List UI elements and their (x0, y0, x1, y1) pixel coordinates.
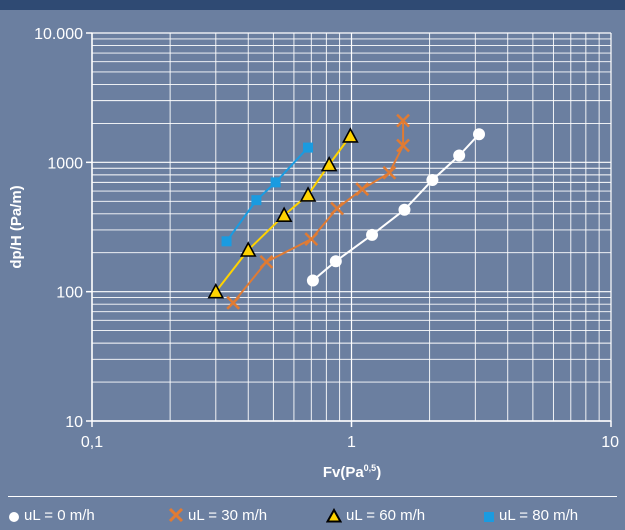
legend-label: uL = 0 m/h (24, 507, 95, 524)
axes: 10 100 1000 10.000 0,1 1 10 (34, 26, 619, 451)
legend-label: uL = 80 m/h (499, 507, 579, 524)
chart-frame: 10 100 1000 10.000 0,1 1 10 Fv(Pa0,5) dp/H (Pa… (0, 10, 625, 490)
data-point (396, 138, 410, 153)
data-point (303, 142, 314, 153)
data-point (239, 241, 257, 257)
series-square (221, 142, 314, 247)
series (207, 113, 486, 310)
data-point (304, 232, 319, 246)
cross-icon (168, 507, 184, 523)
legend-item-ul-30: uL = 30 m/h (168, 505, 267, 527)
legend: uL = 0 m/h uL = 30 m/h uL = 60 m/h uL = … (0, 505, 625, 527)
data-point (453, 149, 466, 162)
data-point (330, 201, 344, 216)
x-axis-title: Fv(Pa0,5) (323, 463, 381, 481)
data-point (221, 236, 232, 247)
y-tick-label: 10 (65, 414, 83, 431)
data-point (426, 174, 439, 187)
labels: Fv(Pa0,5) dp/H (Pa/m) (8, 185, 381, 481)
data-point (207, 282, 225, 299)
data-point (355, 182, 370, 197)
data-point (226, 295, 241, 310)
y-axis-title: dp/H (Pa/m) (8, 185, 25, 268)
series-circle (306, 128, 486, 287)
x-tick-label: 0,1 (81, 434, 103, 451)
data-point (396, 113, 410, 128)
data-point (398, 203, 411, 216)
triangle-icon (325, 507, 343, 523)
legend-item-ul-60: uL = 60 m/h (325, 505, 426, 527)
y-tick-label: 10.000 (34, 26, 83, 43)
data-point (473, 128, 486, 141)
data-point (306, 274, 319, 287)
data-point (299, 186, 317, 202)
legend-item-ul-0: uL = 0 m/h (8, 505, 95, 527)
legend-item-ul-80: uL = 80 m/h (483, 505, 578, 527)
circle-icon (9, 512, 19, 522)
data-point (329, 255, 342, 268)
legend-divider (8, 496, 617, 497)
series-line (232, 120, 405, 304)
legend-label: uL = 60 m/h (346, 507, 426, 524)
series-triangle (207, 127, 359, 299)
data-point (382, 165, 397, 180)
y-tick-label: 100 (56, 285, 83, 302)
data-point (320, 155, 338, 172)
grid (91, 32, 612, 422)
data-point (270, 177, 281, 188)
data-point (366, 228, 379, 241)
data-point (342, 127, 359, 143)
series-x (226, 113, 410, 310)
x-tick-label: 10 (601, 434, 619, 451)
y-tick-label: 1000 (47, 155, 83, 172)
data-point (259, 254, 274, 269)
header-bar (0, 0, 625, 10)
pressure-drop-chart: 10 100 1000 10.000 0,1 1 10 Fv(Pa0,5) dp/H (Pa… (8, 26, 619, 481)
data-point (251, 195, 262, 206)
series-line (225, 146, 309, 242)
series-line (215, 135, 352, 293)
x-tick-label: 1 (347, 434, 356, 451)
data-point (275, 206, 293, 223)
legend-label: uL = 30 m/h (188, 507, 268, 524)
square-icon (484, 512, 494, 522)
